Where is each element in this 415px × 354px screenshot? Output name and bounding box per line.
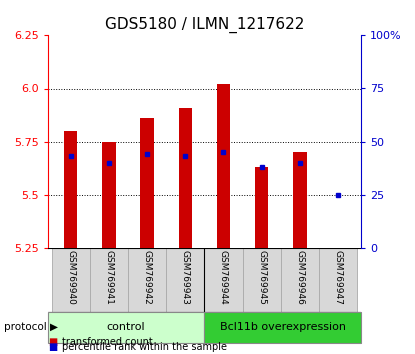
Bar [217,84,230,248]
Title: GDS5180 / ILMN_1217622: GDS5180 / ILMN_1217622 [105,16,304,33]
Text: GSM769941: GSM769941 [104,250,113,304]
Bar [255,167,269,248]
Text: GSM769946: GSM769946 [295,250,305,304]
Bar [205,248,243,312]
Bar [51,248,90,312]
Bar [319,248,357,312]
Bar [166,248,205,312]
Text: ■: ■ [48,342,57,352]
Text: transformed count: transformed count [62,337,153,347]
Text: GSM769944: GSM769944 [219,250,228,304]
Text: protocol ▶: protocol ▶ [4,322,58,332]
Bar [205,312,361,343]
Text: GSM769947: GSM769947 [334,250,343,304]
Text: Bcl11b overexpression: Bcl11b overexpression [220,322,346,332]
Text: control: control [107,322,145,332]
Text: GSM769945: GSM769945 [257,250,266,304]
Text: ■: ■ [48,337,57,347]
Bar [128,248,166,312]
Bar [90,248,128,312]
Bar [293,152,307,248]
Text: GSM769940: GSM769940 [66,250,75,304]
Bar [178,108,192,248]
Bar [48,312,205,343]
Bar [102,142,115,248]
Text: percentile rank within the sample: percentile rank within the sample [62,342,227,352]
Text: GSM769942: GSM769942 [143,250,151,304]
Bar [243,248,281,312]
Bar [64,131,77,248]
Text: GSM769943: GSM769943 [181,250,190,304]
Bar [140,118,154,248]
Bar [281,248,319,312]
